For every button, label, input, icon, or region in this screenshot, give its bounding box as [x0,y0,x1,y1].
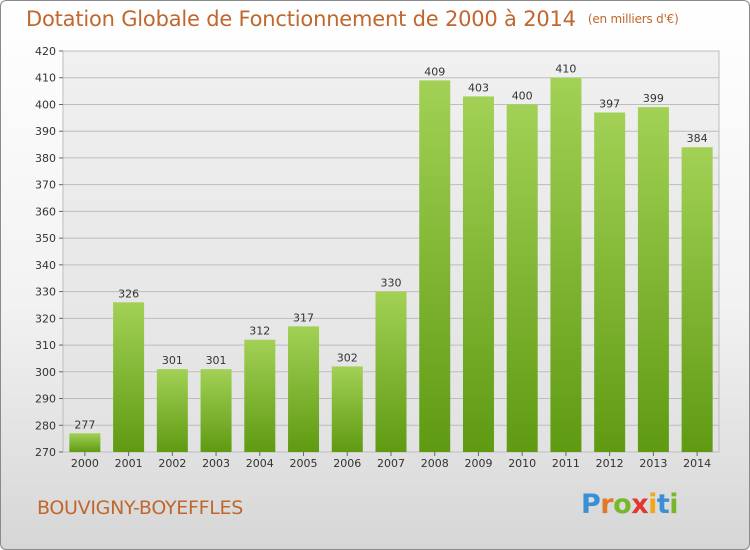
x-tick-label-2008: 2008 [421,457,449,470]
y-tick-label: 300 [35,366,56,379]
data-label-2006: 302 [337,351,358,364]
bar-2006 [331,366,363,452]
unit-note: (en milliers d'€) [587,12,679,26]
bar-2012 [594,112,626,452]
y-tick-label: 380 [35,152,56,165]
x-axis-ticks: 2000 2001 2002 2003 2004 2005 2006 2007 2008 2009… [71,452,711,470]
x-tick-label-2011: 2011 [552,457,580,470]
y-tick-label: 280 [35,419,56,432]
bar-2001 [113,302,145,452]
y-tick-label: 270 [35,446,56,459]
logo-letter: i [669,489,679,520]
logo-letter: i [648,489,657,520]
data-label-2007: 330 [381,277,402,290]
y-tick-label: 290 [35,393,56,406]
chart-title-text: Dotation Globale de Fonctionnement de 20… [26,7,576,31]
bars: 277 326 301 301 312 317 302 330 409 403 400 410 397 3… [69,63,713,453]
data-label-2009: 403 [468,81,489,94]
y-tick-label: 420 [35,45,56,58]
x-tick-label-2003: 2003 [202,457,230,470]
logo-letter: P [581,489,601,520]
proxiti-logo: Proxiti [581,489,679,520]
x-tick-label-2005: 2005 [290,457,318,470]
commune-name: BOUVIGNY-BOYEFFLES [37,497,243,519]
x-tick-label-2009: 2009 [464,457,492,470]
bar-2004 [244,339,276,452]
bar-2014 [681,147,713,453]
x-tick-label-2010: 2010 [508,457,536,470]
bar-2010 [506,104,538,452]
data-label-2000: 277 [74,418,95,431]
bar-2007 [375,291,407,452]
y-tick-label: 320 [35,312,56,325]
x-tick-label-2001: 2001 [115,457,143,470]
y-tick-label: 350 [35,232,56,245]
y-tick-label: 390 [35,125,56,138]
data-label-2002: 301 [162,354,183,367]
bar-2011 [550,77,582,452]
x-tick-label-2013: 2013 [639,457,667,470]
logo-letter: r [600,489,614,520]
bar-2000 [69,433,101,452]
y-tick-label: 340 [35,259,56,272]
x-tick-label-2006: 2006 [333,457,361,470]
bar-2002 [156,369,188,452]
y-tick-label: 360 [35,205,56,218]
y-tick-label: 330 [35,286,56,299]
y-tick-label: 370 [35,179,56,192]
x-tick-label-2002: 2002 [158,457,186,470]
data-label-2004: 312 [249,325,270,338]
logo-letter: o [613,489,632,520]
data-label-2003: 301 [206,354,227,367]
logo-letter: t [656,489,670,520]
x-tick-label-2000: 2000 [71,457,99,470]
data-label-2013: 399 [643,92,664,105]
bar-2009 [462,96,494,453]
y-axis-ticks: 270 280 290 300 310 320 330 340 350 360 370 380 390 4… [35,45,63,459]
data-label-2001: 326 [118,287,139,300]
x-tick-label-2004: 2004 [246,457,274,470]
x-tick-label-2007: 2007 [377,457,405,470]
y-tick-label: 400 [35,98,56,111]
data-label-2012: 397 [599,97,620,110]
bar-2013 [637,107,669,452]
x-tick-label-2012: 2012 [596,457,624,470]
data-label-2011: 410 [555,63,576,76]
chart-title: Dotation Globale de Fonctionnement de 20… [26,7,679,31]
y-tick-label: 310 [35,339,56,352]
x-tick-label-2014: 2014 [683,457,711,470]
y-tick-label: 410 [35,72,56,85]
bar-2005 [288,326,320,452]
data-label-2008: 409 [424,65,445,78]
data-label-2014: 384 [687,132,708,145]
data-label-2005: 317 [293,311,314,324]
bar-2008 [419,80,451,452]
data-label-2010: 400 [512,89,533,102]
bar-2003 [200,369,232,452]
logo-letter: x [631,489,649,520]
